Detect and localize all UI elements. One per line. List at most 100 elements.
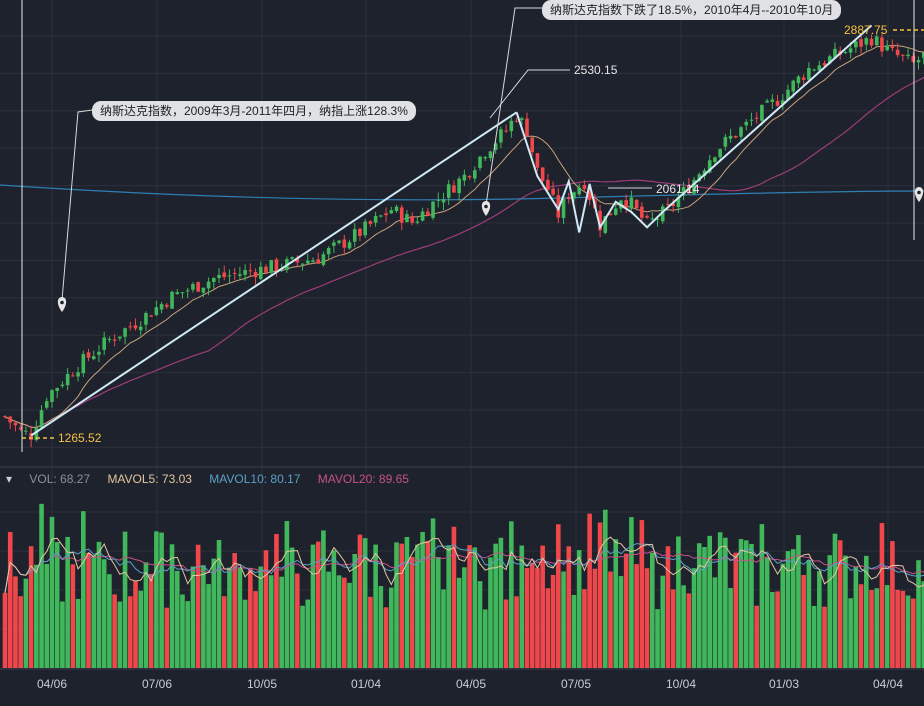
candle-body [410, 215, 414, 223]
volume-bar [143, 562, 149, 668]
trend-line [30, 111, 518, 437]
candle-body [796, 76, 801, 84]
candle-body [352, 229, 357, 242]
volume-bar [587, 513, 592, 668]
candle-body [556, 195, 561, 218]
volume-bar [456, 577, 462, 668]
candle-body [102, 337, 106, 350]
volume-bar [237, 567, 243, 668]
volume-bar [305, 599, 311, 668]
candle-body [149, 315, 153, 317]
candle-body [342, 239, 347, 248]
volume-bar [253, 591, 258, 668]
volume-bar [44, 563, 50, 668]
volume-bar [425, 540, 431, 668]
candle-body [817, 65, 822, 71]
map-pin-icon [484, 204, 488, 209]
volume-bar [613, 539, 619, 668]
candle-body [217, 274, 221, 279]
candle-body [718, 149, 722, 158]
candle-body [71, 375, 75, 377]
mavol5-line [4, 536, 924, 593]
volume-bar [352, 553, 358, 668]
candle-body [232, 272, 237, 274]
x-tick-label: 07/06 [141, 677, 173, 691]
volume-bar [618, 576, 624, 668]
candle-body [577, 187, 581, 195]
candle-body [519, 118, 524, 120]
candle-body [196, 282, 200, 292]
candle-body [269, 260, 274, 273]
candle-body [791, 80, 796, 92]
volume-bar [368, 596, 373, 668]
volume-bar [248, 568, 253, 668]
candle-body [191, 284, 195, 290]
volume-toggle-icon[interactable]: ▾ [6, 472, 13, 486]
candle-body [608, 213, 613, 216]
volume-bar [775, 591, 780, 668]
volume-bar [462, 567, 467, 668]
volume-bar [378, 586, 384, 668]
volume-bar [639, 520, 645, 668]
candle-body [754, 117, 759, 119]
candle-body [561, 198, 566, 219]
volume-bar [827, 555, 833, 668]
candle-body [765, 100, 769, 103]
volume-bar [169, 544, 175, 668]
candle-body [822, 63, 827, 66]
volume-bar [75, 598, 81, 668]
volume-bar [681, 585, 686, 668]
volume-bar [39, 503, 44, 668]
candle-body [326, 248, 331, 255]
volume-bar [54, 542, 60, 668]
candle-body [426, 211, 430, 216]
volume-bar [7, 531, 13, 668]
candle-body [170, 291, 174, 309]
volume-bar [185, 601, 190, 668]
candle-body [332, 242, 336, 246]
candle-body [358, 228, 362, 236]
candle-body [227, 275, 232, 277]
peak-price-label: 2530.15 [574, 63, 618, 77]
candle-body [807, 68, 811, 80]
volume-bar [242, 599, 248, 668]
candle-body [165, 304, 169, 307]
candle-body [65, 373, 70, 386]
candle-body [603, 216, 608, 233]
candle-body [655, 218, 660, 220]
candle-body [921, 52, 924, 58]
volume-bar [811, 605, 817, 668]
volume-bar [101, 559, 107, 668]
candle-body [24, 430, 28, 432]
volume-bar [649, 552, 655, 668]
candle-body [499, 129, 503, 143]
callout-leader [61, 109, 93, 301]
candle-body [911, 55, 916, 62]
candle-body [107, 338, 112, 340]
candle-body [457, 178, 461, 194]
volume-bar [81, 511, 86, 668]
volume-bar [790, 549, 796, 668]
candle-body [702, 170, 707, 176]
candle-body [467, 176, 472, 178]
volume-bar [18, 596, 23, 668]
candle-body [50, 390, 54, 402]
volume-bar [133, 581, 138, 668]
volume-bar [514, 596, 519, 668]
candle-body [97, 351, 101, 355]
volume-bar [707, 535, 712, 668]
volume-bar [394, 542, 399, 668]
x-tick-label: 10/04 [665, 677, 697, 691]
candle-body [44, 401, 49, 408]
candle-body [118, 336, 122, 339]
candle-body [833, 48, 837, 59]
candle-body [671, 203, 675, 207]
candle-body [812, 69, 816, 71]
candle-body [546, 179, 550, 191]
volume-bar [357, 534, 363, 668]
x-tick-label: 07/05 [560, 677, 592, 691]
volume-bar [493, 543, 498, 668]
candle-body [780, 100, 785, 104]
candle-body [264, 266, 268, 273]
volume-bar [122, 531, 128, 668]
